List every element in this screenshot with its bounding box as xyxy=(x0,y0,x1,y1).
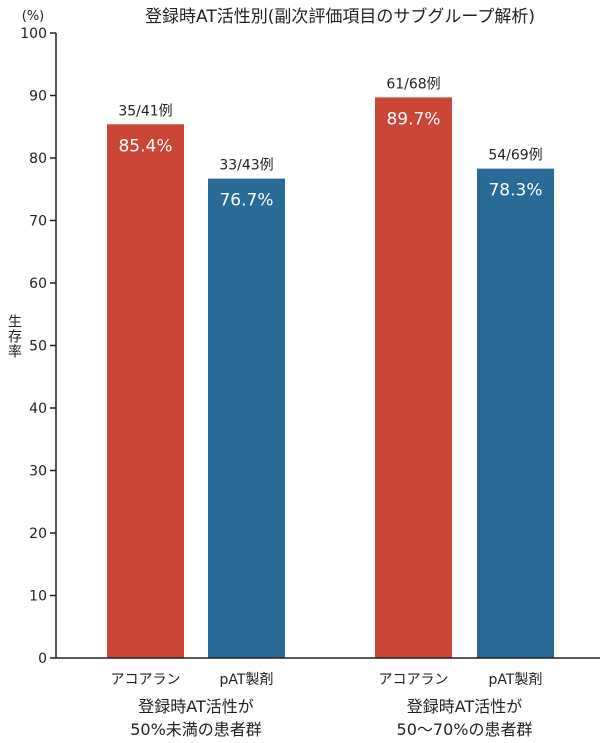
chart-title: 登録時AT活性別(副次評価項目のサブグループ解析) xyxy=(145,6,535,27)
y-axis: 0 10 20 30 40 50 60 70 80 90 100 xyxy=(20,26,57,667)
value-label: 89.7% xyxy=(386,109,440,129)
y-tick-label: 50 xyxy=(29,339,47,355)
y-unit-label: (%) xyxy=(22,9,45,24)
count-label: 33/43例 xyxy=(219,158,273,174)
count-label: 54/69例 xyxy=(488,148,542,164)
y-tick-label: 20 xyxy=(29,526,47,542)
group-label-line2: 50〜70%の患者群 xyxy=(397,720,533,739)
bar xyxy=(107,124,184,658)
y-tick-label: 60 xyxy=(29,276,47,292)
bar-category-label: アコアラン xyxy=(379,672,449,688)
y-tick-label: 0 xyxy=(38,651,47,667)
bar xyxy=(477,168,554,658)
group-label-line1: 登録時AT活性が xyxy=(407,697,522,716)
y-tick-label: 100 xyxy=(20,26,47,42)
y-tick-label: 80 xyxy=(29,151,47,167)
y-axis-label: 生存率 xyxy=(6,314,22,359)
bar-category-label: pAT製剤 xyxy=(489,672,543,688)
value-label: 76.7% xyxy=(219,191,273,211)
bars: 35/41例 85.4% 33/43例 76.7% 61/68例 89.7% 54/69例 7… xyxy=(107,76,554,658)
bar xyxy=(375,97,452,658)
value-label: 78.3% xyxy=(488,181,542,201)
y-tick-label: 10 xyxy=(29,589,47,605)
group-label-line1: 登録時AT活性が xyxy=(138,697,253,716)
bar xyxy=(208,178,285,658)
bar-category-label: pAT製剤 xyxy=(220,672,274,688)
y-tick-label: 90 xyxy=(29,89,47,105)
y-tick-label: 30 xyxy=(29,464,47,480)
count-label: 35/41例 xyxy=(118,103,172,119)
y-tick-label: 40 xyxy=(29,401,47,417)
group-label-line2: 50%未満の患者群 xyxy=(130,720,262,739)
value-label: 85.4% xyxy=(118,136,172,156)
bar-category-label: アコアラン xyxy=(111,672,181,688)
y-tick-label: 70 xyxy=(29,214,47,230)
count-label: 61/68例 xyxy=(386,76,440,92)
